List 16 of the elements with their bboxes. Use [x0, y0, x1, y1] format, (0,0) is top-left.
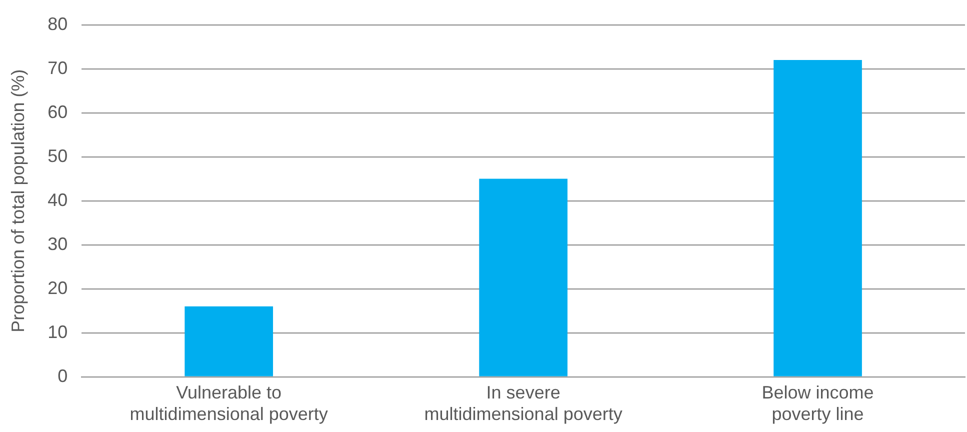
bar: [774, 60, 862, 376]
y-tick-label: 40: [48, 190, 68, 210]
y-tick-label: 70: [48, 58, 68, 78]
y-tick-label: 60: [48, 102, 68, 122]
y-tick-label: 20: [48, 278, 68, 298]
y-tick-label: 0: [58, 366, 68, 386]
x-tick-label: In severe multidimensional poverty: [424, 382, 622, 424]
y-tick-label: 10: [48, 322, 68, 342]
y-tick-label: 50: [48, 146, 68, 166]
y-tick-label: 80: [48, 14, 68, 34]
y-tick-label: 30: [48, 234, 68, 254]
y-axis-title: Proportion of total population (%): [8, 69, 28, 332]
x-tick-label: Vulnerable to multidimensional poverty: [130, 382, 328, 424]
bar: [479, 178, 568, 376]
bar: [184, 306, 274, 376]
x-tick-label: Below income poverty line: [762, 382, 874, 424]
